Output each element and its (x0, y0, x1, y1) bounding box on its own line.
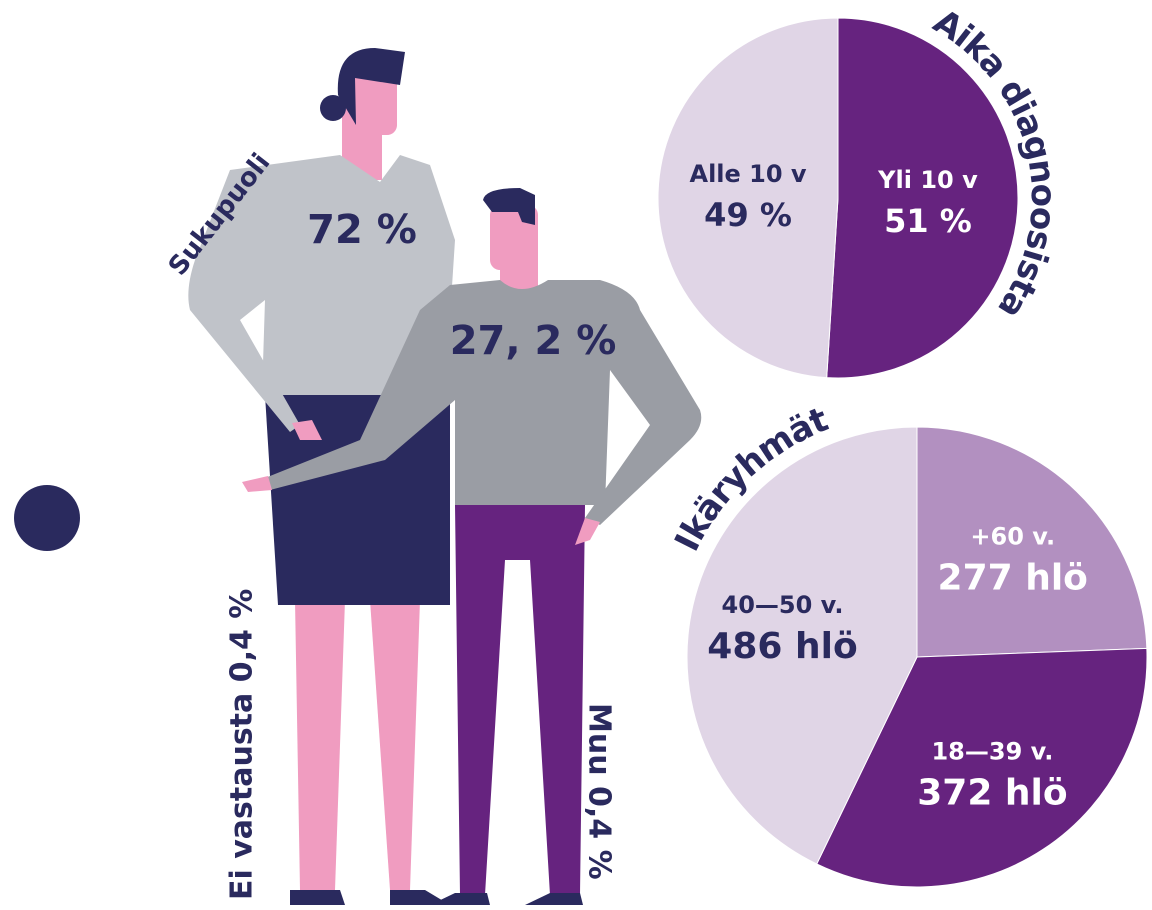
slice-value: 277 hlö (938, 558, 1088, 599)
men-share: 27, 2 % (450, 318, 617, 364)
slice-label: Alle 10 v (690, 160, 807, 188)
slice-value: 49 % (704, 196, 792, 234)
slice-value: 372 hlö (917, 773, 1067, 814)
no-answer-share: Ei vastausta 0,4 % (225, 589, 260, 900)
slice-label: +60 v. (970, 523, 1055, 551)
infographic: Aika diagnoosista Ikäryhmät Sukupuoli 72… (0, 0, 1152, 910)
other-share: Muu 0,4 % (582, 703, 617, 880)
women-share: 72 % (307, 207, 417, 253)
slice-label: 18—39 v. (931, 738, 1053, 766)
slice-label: Yli 10 v (877, 166, 978, 194)
decor-dot (14, 485, 80, 551)
slice-value: 486 hlö (707, 626, 857, 667)
slice-value: 51 % (884, 202, 972, 240)
slice-label: 40—50 v. (722, 591, 844, 619)
